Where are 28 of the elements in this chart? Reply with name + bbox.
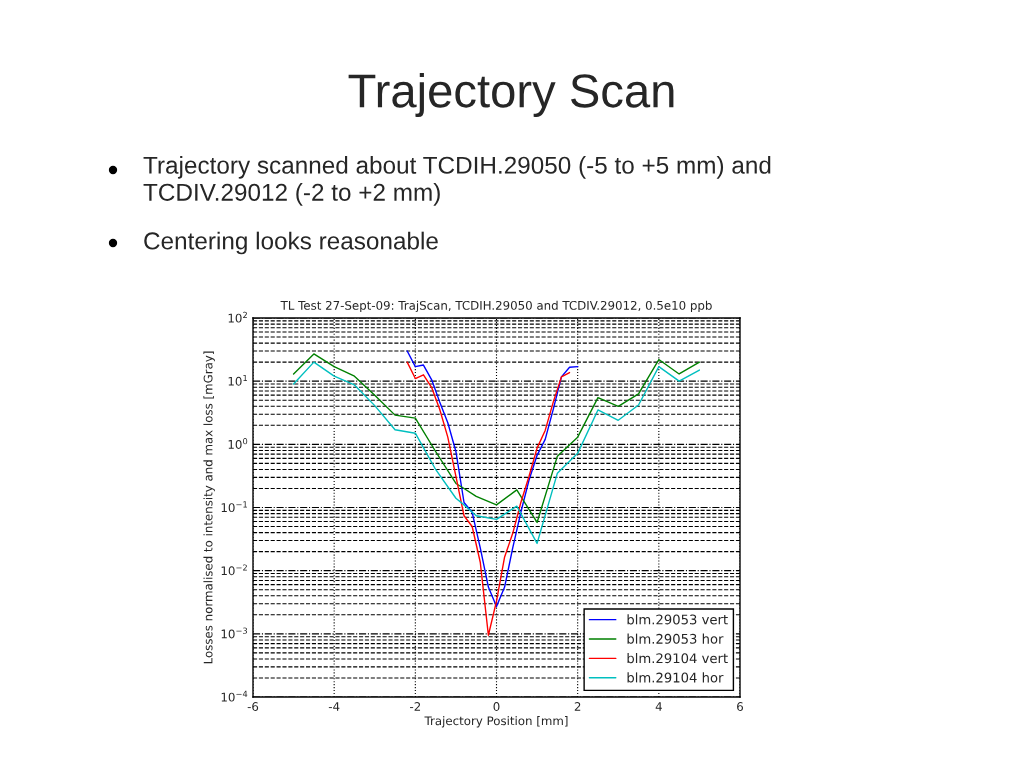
legend-label: blm.29104 hor [627, 672, 724, 683]
legend-label: blm.29104 vert [627, 652, 728, 664]
line-series [406, 350, 579, 608]
line-series [406, 361, 571, 636]
y-axis-title: Losses normalised to intensity and max loss [mGray] [203, 351, 215, 664]
x-tick-label: -2 [410, 702, 421, 711]
y-tick-label: 10$^{2}$ [228, 311, 247, 323]
x-tick-label: -6 [247, 702, 259, 711]
y-tick-label: 10$^{1}$ [228, 375, 247, 386]
line-series [292, 361, 701, 545]
line-series [292, 353, 701, 524]
text: Trajectory scanned about TCDIH.29050 (-5 to +5 mm) and TCDIV.29012 (-2 to +2 mm) [143, 156, 771, 206]
x-axis-title: Trajectory Position [mm] [424, 716, 568, 728]
y-tick-label: 10$^{0}$ [228, 438, 248, 449]
y-tick-label: 10$^{−1}$ [221, 501, 247, 513]
legend-label: blm.29053 hor [627, 633, 724, 644]
x-tick-label: 6 [737, 702, 744, 711]
x-tick-label: -4 [328, 702, 340, 711]
y-tick-label: 10$^{−4}$ [221, 690, 248, 702]
x-tick-label: 0 [493, 702, 500, 711]
chart-subtitle: TL Test 27-Sept-09: TrajScan, TCDIH.29050 and TCDIV.29012, 0.5e10 ppb [280, 300, 712, 313]
legend-label: blm.29053 vert [627, 614, 728, 625]
y-tick-label: 10$^{−3}$ [221, 627, 248, 639]
x-tick-label: 2 [574, 702, 581, 711]
text: Centering looks reasonable [144, 231, 438, 255]
chart-title: Trajectory Scan [348, 72, 674, 118]
x-tick-label: 4 [655, 702, 662, 711]
y-tick-label: 10$^{−2}$ [221, 564, 247, 576]
